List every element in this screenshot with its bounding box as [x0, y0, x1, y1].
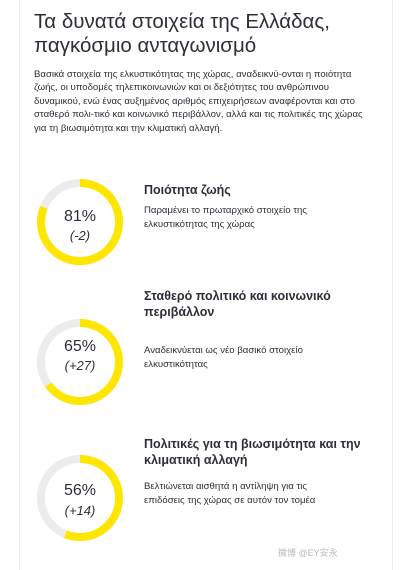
- stat-title: Πολιτικές για τη βιωσιμότητα και την κλι…: [144, 437, 361, 467]
- progress-ring: 81% (-2): [34, 176, 126, 268]
- watermark: 微博 @EY安永: [278, 548, 338, 558]
- infographic-page: Τα δυνατά στοιχεία της Ελλάδας, παγκόσμι…: [20, 0, 392, 570]
- percent-value: 65%: [63, 338, 97, 355]
- change-value: (-2): [69, 228, 91, 243]
- change-value: (+27): [64, 358, 96, 373]
- ring-chart: [37, 179, 123, 265]
- progress-ring: 56% (+14): [34, 452, 126, 544]
- stat-description: Αναδεικνύεται ως νέο βασικό στοιχείο ελκ…: [144, 345, 303, 370]
- ring-chart: [37, 319, 123, 405]
- progress-ring: 65% (+27): [34, 316, 126, 408]
- percent-value: 56%: [63, 482, 97, 499]
- stat-description: Βελτιώνεται αισθητά η αντίληψη για τις ε…: [144, 481, 316, 506]
- page-title: Τα δυνατά στοιχεία της Ελλάδας, παγκόσμι…: [34, 10, 330, 57]
- intro-paragraph: Βασικά στοιχεία της ελκυστικότητας της χ…: [34, 69, 363, 134]
- ring-chart: [37, 455, 123, 541]
- ring-fill: [37, 179, 123, 265]
- ring-fill: [37, 319, 123, 405]
- change-value: (+14): [64, 503, 96, 518]
- ring-fill: [37, 455, 123, 541]
- stat-title: Σταθερό πολιτικό και κοινωνικό περιβάλλο…: [144, 289, 331, 319]
- stat-description: Παραμένει το πρωταρχικό στοιχείο της ελκ…: [144, 205, 307, 230]
- stat-title: Ποιότητα ζωής: [144, 183, 231, 197]
- percent-value: 81%: [63, 208, 97, 225]
